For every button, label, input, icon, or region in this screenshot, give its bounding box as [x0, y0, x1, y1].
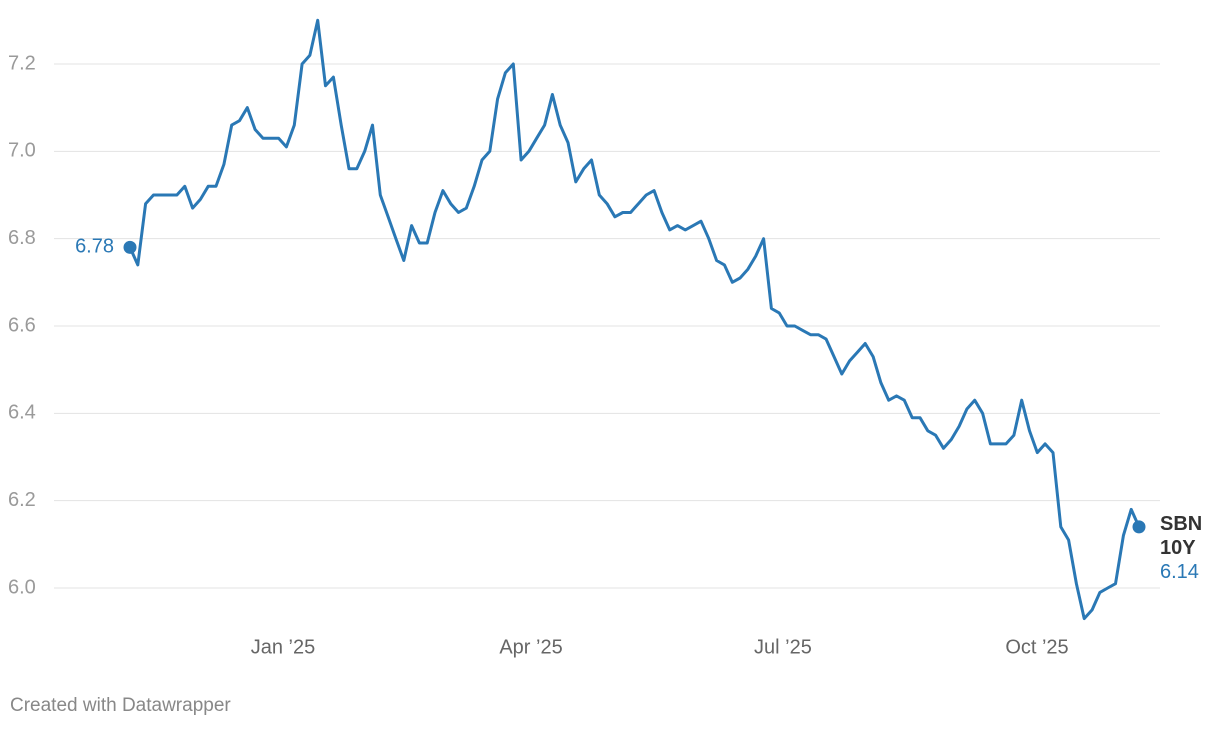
end-label: 6.14: [1160, 561, 1199, 583]
y-tick-label: 7.0: [8, 140, 36, 162]
series-name: SBN 10Y: [1160, 513, 1202, 559]
series-name-part: SBN: [1160, 513, 1202, 535]
start-dot: [123, 240, 137, 254]
x-tick-label: Jul ’25: [754, 636, 812, 658]
y-tick-label: 6.4: [8, 402, 36, 424]
x-tick-label: Jan ’25: [251, 636, 316, 658]
y-tick-label: 6.8: [8, 227, 36, 249]
credit: Created with Datawrapper: [10, 695, 231, 716]
y-tick-label: 6.0: [8, 576, 36, 598]
y-tick-label: 7.2: [8, 52, 36, 74]
x-tick-label: Apr ’25: [499, 636, 562, 658]
line: [128, 18, 1141, 621]
y-tick-label: 6.6: [8, 314, 36, 336]
end-dot: [1132, 520, 1146, 534]
series-name-part: 10Y: [1160, 537, 1196, 559]
x-tick-label: Oct ’25: [1005, 636, 1068, 658]
start-label: 6.78: [75, 236, 114, 258]
y-tick-label: 6.2: [8, 489, 36, 511]
